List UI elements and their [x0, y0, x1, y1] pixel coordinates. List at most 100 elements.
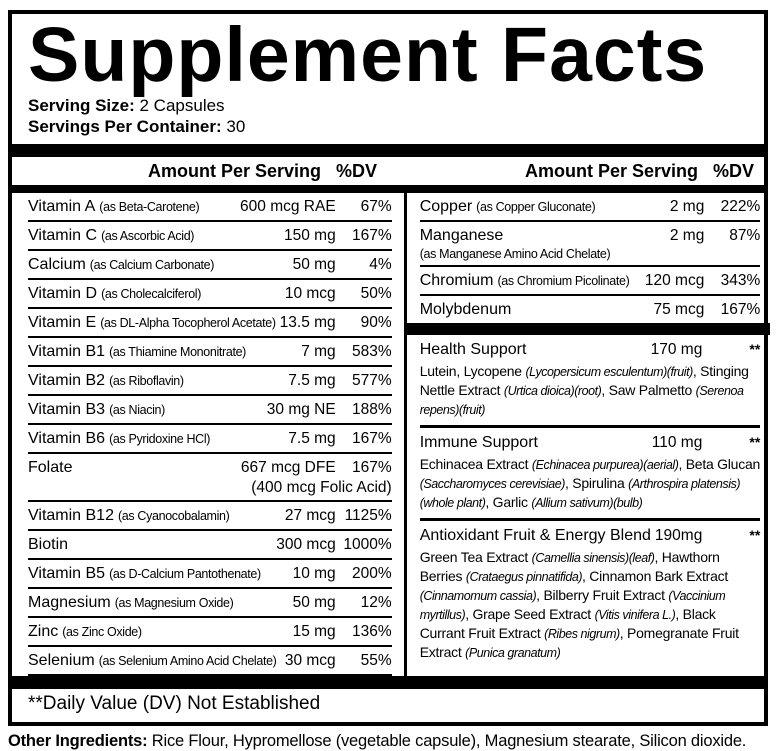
nutrient-name: Vitamin C — [28, 227, 98, 245]
nutrient-row: Vitamin E (as DL-Alpha Tocopherol Acetat… — [28, 309, 392, 339]
nutrient-row-line: Selenium (as Selenium Amino Acid Chelate… — [28, 651, 392, 671]
blend-section: Health Support 170 mg ** Lutein, Lycopen… — [420, 335, 761, 425]
nutrient-dv: 222% — [720, 198, 761, 216]
nutrient-name: Vitamin B12 — [28, 507, 114, 525]
nutrient-dv: 87% — [729, 227, 761, 245]
nutrient-amount: 10 mg — [292, 565, 336, 583]
nutrient-dv: 136% — [352, 623, 392, 641]
nutrient-form: (as Pyridoxine HCl) — [109, 432, 211, 447]
nutrient-row: Vitamin B5 (as D-Calcium Pantothenate) 1… — [28, 560, 392, 590]
blend-name: Health Support — [419, 341, 527, 359]
nutrient-name: Selenium — [28, 652, 95, 670]
nutrient-name: Zinc — [28, 623, 59, 641]
nutrient-row-line: Vitamin B6 (as Pyridoxine HCl) 7.5 mg 16… — [28, 429, 392, 449]
nutrient-row: Vitamin B2 (as Riboflavin) 7.5 mg 577% — [28, 367, 392, 397]
nutrient-row: Molybdenum 75 mcg 167% — [420, 296, 761, 323]
botanical-name: (Saccharomyces cerevisiae) — [419, 477, 566, 492]
ingredient-text: , Pomegranate Fruit Extract — [419, 625, 739, 661]
daily-value-footnote: **Daily Value (DV) Not Established — [28, 693, 321, 715]
nutrient-form: (as Calcium Carbonate) — [89, 258, 215, 273]
nutrient-form: (as Copper Gluconate) — [476, 200, 596, 215]
servings-per-container-label: Servings Per Container: — [28, 117, 222, 137]
ingredient-text: , Saw Palmetto — [601, 382, 696, 399]
nutrient-amount: 30 mg NE — [266, 401, 336, 419]
ingredient-text: Green Tea Extract — [419, 549, 532, 566]
botanical-name: (Echinacea purpurea)(aerial) — [531, 458, 679, 473]
ingredient-text: , Grape Seed Extract — [465, 606, 595, 623]
blend-dv: ** — [749, 527, 761, 544]
blend-name: Antioxidant Fruit & Energy Blend — [419, 527, 651, 545]
nutrient-row: Chromium (as Chromium Picolinate) 120 mc… — [419, 267, 761, 297]
ingredient-text: , Garlic — [485, 494, 532, 511]
botanical-name: (Lycopersicum esculentum)(fruit) — [525, 365, 693, 380]
botanical-name: (Camellia sinensis)(leaf) — [531, 551, 655, 566]
nutrient-name: Magnesium — [28, 594, 111, 612]
nutrient-amount: 7 mg — [301, 343, 336, 361]
nutrient-name: Vitamin A — [28, 198, 96, 216]
nutrient-form: (as DL-Alpha Tocopherol Acetate) — [100, 316, 276, 331]
nutrient-name: Molybdenum — [419, 301, 512, 319]
nutrient-dv: 55% — [360, 652, 392, 670]
nutrient-amount: 120 mcg — [644, 272, 705, 290]
other-ingredients-value: Rice Flour, Hypromellose (vegetable caps… — [147, 732, 747, 751]
nutrient-form: (as Riboflavin) — [109, 374, 184, 389]
blend-section-divider-bar — [406, 323, 771, 336]
botanical-name: (Vaccinium myrtillus) — [419, 589, 726, 623]
nutrient-form: (as Selenium Amino Acid Chelate) — [98, 654, 277, 669]
nutrient-amount: 150 mg — [283, 227, 336, 245]
nutrient-row: Zinc (as Zinc Oxide) 15 mg 136% — [28, 618, 392, 648]
nutrient-row: Copper (as Copper Gluconate) 2 mg 222% — [419, 193, 761, 223]
nutrient-row-line: Vitamin B2 (as Riboflavin) 7.5 mg 577% — [28, 371, 392, 391]
servings-per-container-line: Servings Per Container: 30 — [12, 116, 764, 137]
nutrient-row-line: Vitamin B1 (as Thiamine Mononitrate) 7 m… — [28, 342, 392, 362]
nutrient-form: (as Chromium Picolinate) — [497, 274, 630, 289]
serving-size-label: Serving Size: — [28, 96, 135, 116]
ingredient-text: , Hawthorn Berries — [419, 549, 720, 585]
nutrient-form: (as Cholecalciferol) — [101, 287, 202, 302]
nutrient-amount: 2 mg — [669, 227, 705, 245]
panel-title: Supplement Facts — [28, 12, 708, 98]
nutrient-form: (as Niacin) — [109, 403, 165, 418]
blend-dv: ** — [749, 341, 761, 358]
nutrient-form: (as Manganese Amino Acid Chelate) — [419, 247, 611, 262]
blend-header: Immune Support 110 mg ** — [420, 433, 761, 453]
nutrient-amount: 50 mg — [292, 594, 336, 612]
nutrient-dv: 167% — [352, 459, 392, 477]
nutrient-dv: 167% — [352, 430, 392, 448]
ingredient-text: , Cinnamon Bark Extract — [582, 568, 729, 585]
nutrient-dv: 90% — [360, 314, 392, 332]
blend-amount: 110 mg — [651, 434, 703, 452]
ingredient-text: , Spirulina — [564, 475, 629, 492]
nutrient-row-line: Vitamin B12 (as Cyanocobalamin) 27 mcg 1… — [28, 506, 392, 526]
nutrient-row: Vitamin D (as Cholecalciferol) 10 mcg 50… — [28, 280, 392, 310]
nutrient-dv: 188% — [352, 401, 392, 419]
other-ingredients-line: Other Ingredients: Rice Flour, Hypromell… — [8, 732, 768, 751]
nutrient-amount: 7.5 mg — [288, 430, 336, 448]
botanical-name: (Crataegus pinnatifida) — [465, 570, 583, 585]
nutrient-row-line: Vitamin E (as DL-Alpha Tocopherol Acetat… — [28, 313, 392, 333]
ingredient-text: Lutein, Lycopene — [419, 363, 526, 380]
nutrient-name: Vitamin B3 — [28, 401, 106, 419]
botanical-name: (Arthrospira platensis)(whole plant) — [419, 477, 741, 511]
divider-bar-bottom — [12, 676, 764, 690]
right-mineral-rows: Copper (as Copper Gluconate) 2 mg 222% M… — [419, 193, 761, 323]
botanical-name: (Ribes nigrum) — [544, 627, 620, 642]
ingredient-text: , Black Currant Fruit Extract — [419, 606, 716, 642]
blend-dv: ** — [749, 434, 761, 451]
blend-amount: 190mg — [654, 527, 703, 545]
dv-header: %DV — [712, 161, 754, 182]
nutrient-row: Magnesium (as Magnesium Oxide) 50 mg 12% — [28, 589, 392, 619]
left-column-header: Amount Per Serving %DV — [12, 157, 389, 185]
nutrient-row: Vitamin B6 (as Pyridoxine HCl) 7.5 mg 16… — [28, 425, 392, 455]
nutrient-amount: 667 mcg DFE — [240, 459, 336, 477]
nutrient-row: Selenium (as Selenium Amino Acid Chelate… — [28, 647, 392, 677]
nutrient-row: Vitamin A (as Beta-Carotene) 600 mcg RAE… — [28, 193, 392, 223]
nutrient-dv: 167% — [720, 301, 761, 319]
nutrient-name: Vitamin B1 — [28, 343, 106, 361]
supplement-facts-panel: Supplement Facts Serving Size: 2 Capsule… — [8, 10, 771, 727]
nutrient-form: (as Magnesium Oxide) — [114, 596, 234, 611]
nutrient-form: (as Zinc Oxide) — [62, 625, 142, 640]
nutrient-dv: 1000% — [343, 536, 392, 554]
nutrient-name: Vitamin B5 — [28, 565, 106, 583]
nutrient-amount: 75 mcg — [653, 301, 705, 319]
